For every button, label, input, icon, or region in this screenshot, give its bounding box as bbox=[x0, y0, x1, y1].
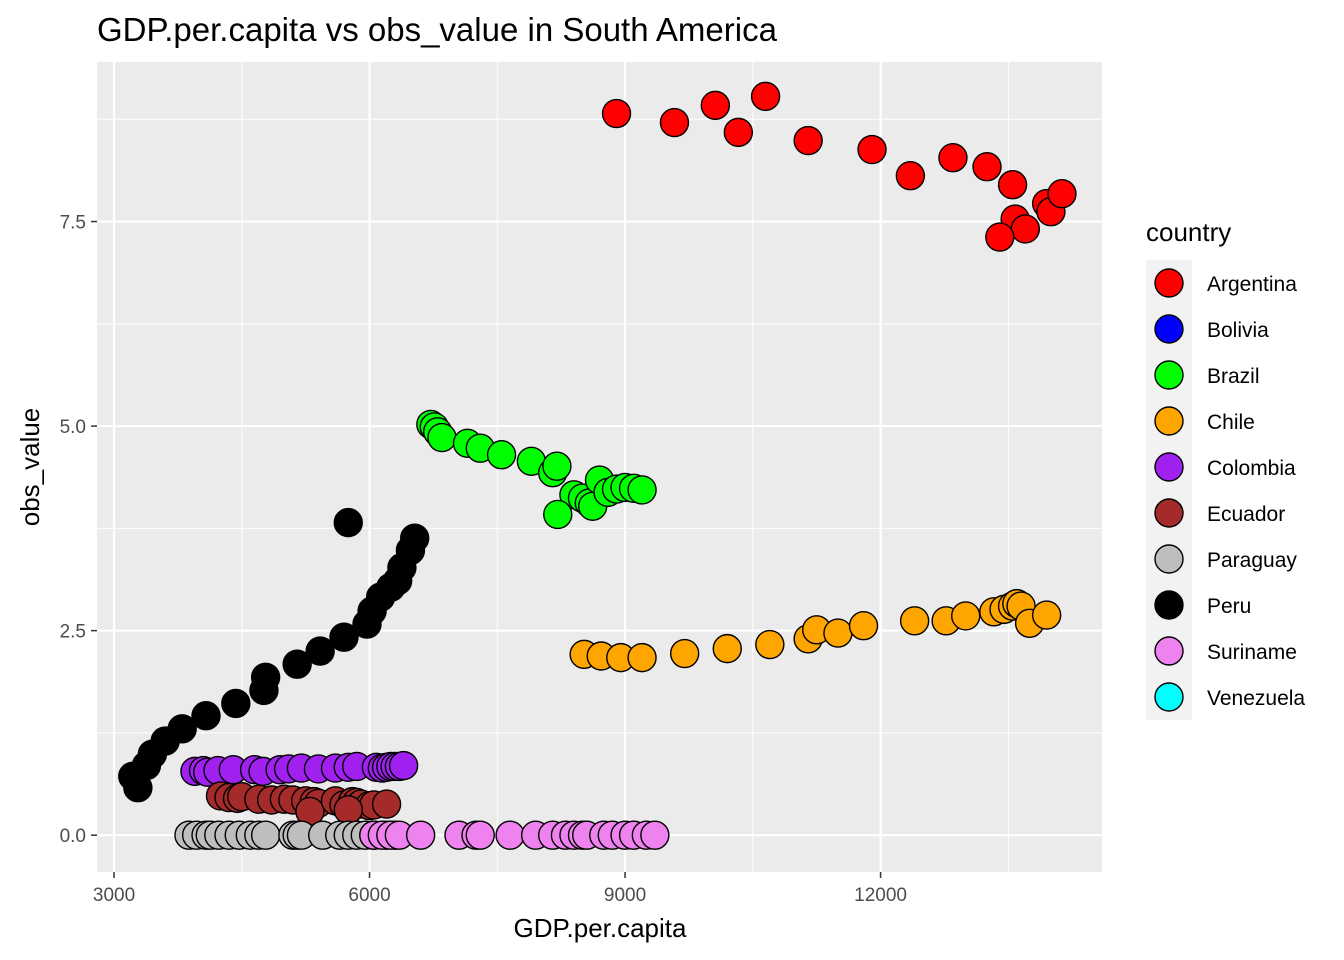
legend-key-peru bbox=[1154, 590, 1184, 620]
data-point-argentina bbox=[793, 125, 823, 156]
data-point-chile bbox=[1031, 600, 1062, 630]
y-tick-label: 0.0 bbox=[60, 826, 86, 847]
data-point-suriname bbox=[465, 820, 495, 850]
x-tick-label: 9000 bbox=[604, 885, 646, 906]
legend-key-bolivia bbox=[1154, 314, 1184, 344]
data-point-brazil bbox=[542, 451, 572, 481]
data-point-suriname bbox=[495, 820, 525, 850]
legend-label-venezuela: Venezuela bbox=[1207, 687, 1305, 710]
data-point-argentina bbox=[938, 143, 968, 173]
legend-key-venezuela bbox=[1154, 682, 1184, 712]
legend-label-ecuador: Ecuador bbox=[1207, 503, 1285, 526]
x-tick-label: 12000 bbox=[854, 885, 907, 906]
data-point-chile bbox=[627, 642, 657, 673]
legend-label-suriname: Suriname bbox=[1207, 641, 1297, 664]
chart-title: GDP.per.capita vs obs_value in South Ame… bbox=[97, 11, 778, 48]
data-point-argentina bbox=[1010, 214, 1041, 244]
data-point-peru bbox=[221, 688, 251, 719]
data-point-peru bbox=[399, 523, 430, 553]
data-point-argentina bbox=[895, 161, 926, 191]
data-point-peru bbox=[191, 701, 221, 731]
data-point-peru bbox=[167, 714, 197, 744]
data-point-argentina bbox=[997, 170, 1028, 200]
data-point-argentina bbox=[750, 81, 781, 112]
x-tick-label: 6000 bbox=[348, 885, 390, 906]
data-point-colombia bbox=[388, 750, 419, 781]
grid-major bbox=[97, 62, 1102, 872]
data-point-brazil bbox=[543, 499, 573, 530]
legend-key-ecuador bbox=[1154, 498, 1184, 528]
data-point-brazil bbox=[627, 475, 657, 505]
legend-label-argentina: Argentina bbox=[1207, 273, 1297, 296]
legend-key-brazil bbox=[1154, 360, 1184, 390]
y-axis-title: obs_value bbox=[15, 408, 45, 527]
data-point-argentina bbox=[985, 222, 1015, 252]
legend-key-chile bbox=[1154, 406, 1184, 436]
data-point-peru bbox=[282, 649, 312, 679]
data-point-chile bbox=[669, 638, 700, 669]
data-point-ecuador bbox=[333, 795, 363, 825]
legend-label-colombia: Colombia bbox=[1207, 457, 1296, 480]
y-tick-label: 2.5 bbox=[60, 622, 86, 643]
legend-label-chile: Chile bbox=[1207, 411, 1255, 434]
data-point-suriname bbox=[405, 820, 436, 850]
legend-key-colombia bbox=[1154, 452, 1184, 482]
data-point-brazil bbox=[427, 422, 457, 453]
y-tick-label: 7.5 bbox=[60, 213, 86, 234]
data-point-chile bbox=[755, 629, 785, 660]
legend-label-bolivia: Bolivia bbox=[1207, 319, 1269, 342]
data-point-paraguay bbox=[250, 820, 281, 850]
data-point-chile bbox=[848, 611, 879, 641]
legend-label-paraguay: Paraguay bbox=[1207, 549, 1297, 572]
data-point-argentina bbox=[601, 98, 632, 129]
data-point-peru bbox=[329, 622, 359, 652]
data-point-chile bbox=[712, 633, 742, 664]
data-point-argentina bbox=[1047, 179, 1077, 209]
x-axis-title: GDP.per.capita bbox=[514, 913, 688, 943]
x-tick-label: 3000 bbox=[93, 885, 135, 906]
data-point-peru bbox=[250, 662, 281, 692]
data-point-ecuador bbox=[371, 789, 402, 819]
y-tick-label: 5.0 bbox=[60, 417, 86, 438]
legend: country Argentina Bolivia Brazil Chile Colom… bbox=[1146, 217, 1305, 720]
data-point-chile bbox=[899, 606, 930, 636]
data-point-argentina bbox=[857, 134, 887, 165]
data-point-argentina bbox=[972, 152, 1002, 182]
data-point-argentina bbox=[723, 117, 754, 148]
data-point-chile bbox=[951, 601, 981, 631]
data-point-peru bbox=[333, 507, 363, 538]
y-axis: 0.0 2.5 5.0 7.5 bbox=[60, 213, 97, 847]
data-point-argentina bbox=[700, 90, 731, 121]
data-point-chile bbox=[823, 618, 853, 648]
legend-key-paraguay bbox=[1154, 544, 1184, 574]
data-point-suriname bbox=[640, 820, 670, 850]
legend-key-suriname bbox=[1154, 636, 1184, 666]
legend-key-argentina bbox=[1154, 268, 1184, 298]
data-point-brazil bbox=[486, 440, 517, 470]
data-point-peru bbox=[305, 636, 335, 666]
data-point-argentina bbox=[659, 107, 690, 138]
x-axis: 3000 6000 9000 12000 bbox=[93, 872, 907, 906]
legend-items: Argentina Bolivia Brazil Chile Colombia Ecuad… bbox=[1154, 268, 1305, 712]
legend-title: country bbox=[1146, 217, 1231, 247]
legend-label-brazil: Brazil bbox=[1207, 365, 1260, 388]
legend-label-peru: Peru bbox=[1207, 595, 1251, 618]
data-points bbox=[118, 81, 1077, 850]
